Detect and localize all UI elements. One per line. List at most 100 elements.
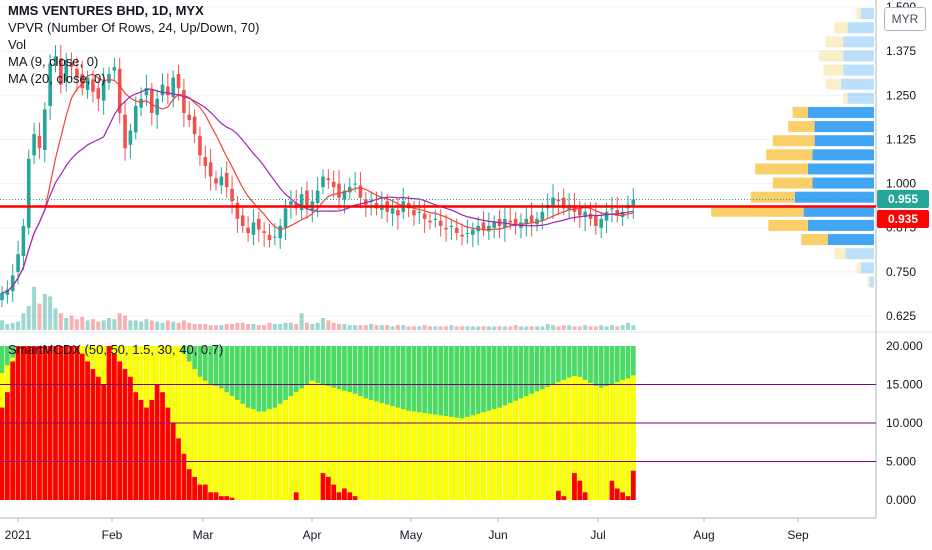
volume-bar bbox=[476, 326, 481, 330]
vp-up-bar bbox=[847, 22, 874, 34]
mcdx-yellow-bar bbox=[218, 388, 224, 500]
mcdx-yellow-bar bbox=[315, 382, 321, 500]
mcdx-yellow-bar bbox=[502, 405, 508, 500]
price-axis-tick: 1.000 bbox=[886, 177, 916, 191]
volume-bar bbox=[171, 321, 176, 330]
mcdx-red-bar bbox=[320, 473, 326, 500]
currency-button[interactable]: MYR bbox=[884, 7, 926, 31]
candle-body bbox=[578, 208, 582, 216]
volume-bar bbox=[58, 313, 63, 330]
candle-body bbox=[133, 105, 138, 133]
volume-bar bbox=[417, 326, 422, 330]
volume-bar bbox=[631, 325, 636, 330]
mcdx-axis-tick: 0.000 bbox=[886, 493, 916, 507]
candle-body bbox=[139, 98, 143, 108]
mcdx-yellow-bar bbox=[443, 416, 449, 500]
volume-bar bbox=[144, 319, 149, 330]
volume-bar bbox=[438, 326, 443, 330]
candle-body bbox=[444, 227, 448, 230]
indicator-ma20-label[interactable]: MA (20, close, 0) bbox=[8, 71, 106, 86]
volume-bar bbox=[64, 318, 69, 330]
candle-body bbox=[257, 218, 261, 230]
indicator-vpvr-label[interactable]: VPVR (Number Of Rows, 24, Up/Down, 70) bbox=[8, 20, 260, 35]
indicator-mcdx-label[interactable]: SmartMCDX (50, 50, 1.5, 30, 40, 0.7) bbox=[8, 342, 224, 357]
mcdx-red-bar bbox=[117, 361, 123, 500]
candle-body bbox=[171, 77, 175, 98]
vp-up-bar bbox=[843, 36, 874, 48]
candle-body bbox=[331, 181, 336, 188]
mcdx-red-bar bbox=[561, 496, 567, 500]
candle-body bbox=[112, 67, 117, 71]
volume-bar bbox=[133, 320, 138, 330]
volume-bar bbox=[583, 325, 588, 330]
candle-body bbox=[278, 225, 282, 239]
vp-up-bar bbox=[845, 248, 874, 260]
candle-body bbox=[176, 74, 181, 89]
candle-body bbox=[299, 194, 304, 211]
level-price-badge: 0.935 bbox=[877, 210, 929, 228]
candle-body bbox=[529, 215, 534, 223]
vp-down-bar bbox=[856, 262, 861, 274]
mcdx-yellow-bar bbox=[529, 393, 535, 500]
volume-bar bbox=[540, 326, 545, 330]
mcdx-red-bar bbox=[149, 399, 155, 500]
candle-body bbox=[96, 88, 101, 99]
volume-bar bbox=[620, 325, 625, 330]
volume-bar bbox=[53, 308, 58, 330]
mcdx-red-bar bbox=[336, 492, 342, 500]
vp-down-bar bbox=[834, 248, 846, 260]
candle-body bbox=[460, 234, 464, 237]
mcdx-yellow-bar bbox=[416, 412, 422, 500]
vp-up-bar bbox=[827, 234, 874, 246]
volume-bar bbox=[492, 326, 497, 330]
candle-body bbox=[230, 188, 234, 202]
mcdx-red-bar bbox=[10, 361, 16, 500]
volume-bar bbox=[428, 326, 432, 330]
mcdx-yellow-bar bbox=[411, 411, 417, 500]
volume-bar bbox=[588, 326, 593, 330]
mcdx-yellow-bar bbox=[363, 398, 369, 500]
candle-body bbox=[160, 84, 165, 96]
mcdx-histogram bbox=[0, 346, 876, 500]
mcdx-yellow-bar bbox=[614, 382, 620, 500]
symbol-title[interactable]: MMS VENTURES BHD, 1D, MYX bbox=[8, 3, 204, 18]
mcdx-yellow-bar bbox=[481, 412, 486, 500]
indicator-ma9-label[interactable]: MA (9, close, 0) bbox=[8, 54, 99, 69]
indicator-vol-label[interactable]: Vol bbox=[8, 37, 27, 52]
price-axis-tick: 1.250 bbox=[886, 88, 916, 102]
mcdx-yellow-bar bbox=[422, 412, 428, 500]
mcdx-red-bar bbox=[208, 492, 214, 500]
mcdx-red-bar bbox=[331, 484, 337, 500]
mcdx-yellow-bar bbox=[400, 409, 406, 500]
lower-pane-legend: SmartMCDX (50, 50, 1.5, 30, 40, 0.7) bbox=[8, 341, 223, 358]
mcdx-yellow-bar bbox=[277, 403, 283, 500]
candle-body bbox=[198, 135, 202, 156]
vp-down-bar bbox=[768, 219, 808, 231]
volume-bar bbox=[192, 324, 197, 330]
candle-body bbox=[588, 213, 593, 219]
volume-bar bbox=[278, 324, 283, 330]
volume-bar bbox=[181, 320, 186, 330]
candle-body bbox=[433, 218, 438, 220]
mcdx-red-bar bbox=[133, 392, 139, 500]
price-axis-tick: 0.750 bbox=[886, 265, 916, 279]
volume-bar bbox=[310, 324, 315, 330]
mcdx-yellow-bar bbox=[438, 415, 444, 500]
mcdx-red-bar bbox=[630, 470, 636, 500]
volume-bar bbox=[304, 322, 309, 330]
candle-body bbox=[224, 172, 229, 188]
mcdx-red-bar bbox=[202, 484, 208, 500]
mcdx-red-bar bbox=[101, 384, 107, 500]
candle-body bbox=[524, 218, 529, 225]
candle-body bbox=[465, 233, 470, 235]
candle-body bbox=[37, 135, 42, 149]
candle-body bbox=[187, 114, 192, 121]
volume-bar bbox=[107, 318, 111, 330]
candle-body bbox=[43, 109, 47, 151]
vp-down-bar bbox=[750, 191, 795, 203]
volume-bar bbox=[272, 324, 277, 330]
volume-bar bbox=[401, 325, 406, 330]
volume-bar bbox=[90, 319, 95, 330]
candle-body bbox=[128, 130, 133, 145]
